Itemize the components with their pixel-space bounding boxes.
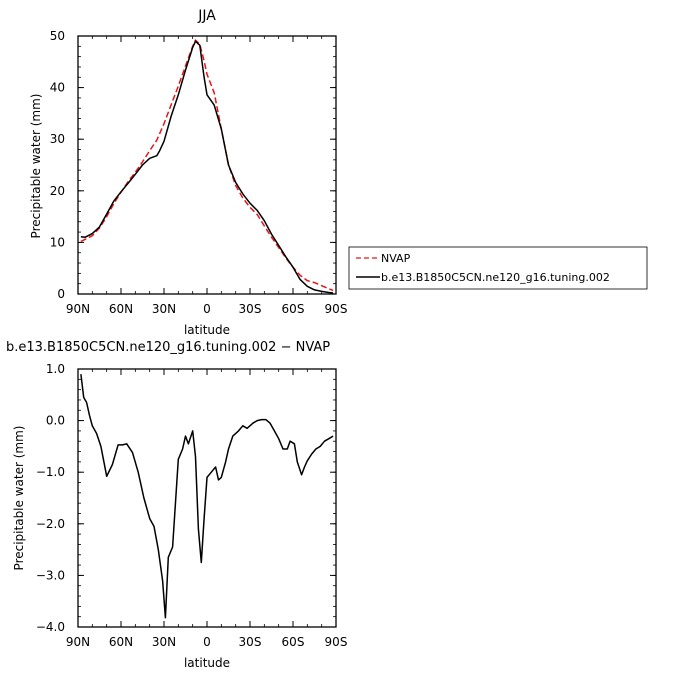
bottom-x-tick-label: 90N [66,635,90,649]
top-series-line-0 [80,39,334,292]
bottom-series-line-0 [80,374,334,619]
top-panel: JJA Precipitable water (mm) latitude 90N… [29,8,347,337]
bottom-x-tick-label: 30S [239,635,262,649]
bottom-x-tick-label: 90S [325,635,348,649]
top-x-tick-label: 60S [282,302,305,316]
bottom-y-tick-label: −3.0 [36,568,65,582]
top-plot-frame [77,35,337,295]
top-y-tick-label: 50 [50,29,65,43]
bottom-lines [80,374,334,619]
top-x-tick-label: 60N [109,302,133,316]
legend-label-nvap: NVAP [381,252,411,265]
bottom-y-tick-label: 0.0 [46,414,65,428]
top-y-tick-label: 40 [50,81,65,95]
top-x-tick-label: 0 [203,302,211,316]
top-x-tick-label: 30S [239,302,262,316]
top-chart-title: JJA [197,8,216,24]
top-x-tick-label: 90S [325,302,348,316]
top-ticks: 90N 60N 30N 0 30S 60S 90S 0 10 20 30 40 50 [50,29,348,316]
top-y-tick-label: 20 [50,184,65,198]
legend-box [348,246,648,290]
bottom-x-tick-label: 60S [282,635,305,649]
top-y-tick-label: 30 [50,132,65,146]
bottom-ticks: 90N 60N 30N 0 30S 60S 90S 1.0 0.0 −1.0 −2.0 −3.0 −4.… [36,362,348,649]
legend: NVAP b.e13.B1850C5CN.ne120_g16.tuning.00… [348,246,648,290]
top-y-tick-label: 10 [50,235,65,249]
bottom-x-tick-label: 30N [152,635,176,649]
top-x-axis-label: latitude [184,323,230,337]
top-y-axis-label: Precipitable water (mm) [29,94,43,239]
top-y-tick-label: 0 [57,287,65,301]
bottom-panel: b.e13.B1850C5CN.ne120_g16.tuning.002 − N… [6,340,347,670]
top-x-tick-label: 30N [152,302,176,316]
bottom-x-tick-label: 60N [109,635,133,649]
bottom-y-axis-label: Precipitable water (mm) [12,426,26,571]
bottom-x-tick-label: 0 [203,635,211,649]
bottom-plot-frame [77,368,337,628]
top-lines [80,39,334,294]
bottom-y-tick-label: −2.0 [36,517,65,531]
bottom-y-tick-label: 1.0 [46,362,65,376]
bottom-x-axis-label: latitude [184,656,230,670]
bottom-chart-title: b.e13.B1850C5CN.ne120_g16.tuning.002 − N… [6,340,330,355]
bottom-y-tick-label: −4.0 [36,620,65,634]
bottom-y-tick-label: −1.0 [36,465,65,479]
legend-label-model: b.e13.B1850C5CN.ne120_g16.tuning.002 [381,271,610,284]
top-x-tick-label: 90N [66,302,90,316]
top-series-line-1 [80,40,334,294]
